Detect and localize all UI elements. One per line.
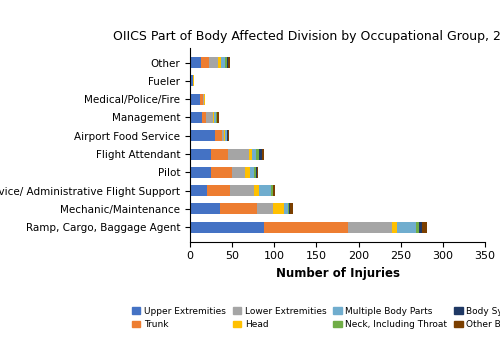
Bar [218, 57, 221, 68]
X-axis label: Number of Injuries: Number of Injuries [276, 267, 400, 280]
Bar [211, 167, 232, 178]
Bar [190, 75, 192, 86]
Bar [190, 185, 207, 196]
Bar [228, 130, 229, 141]
Bar [259, 149, 262, 159]
Bar [250, 167, 254, 178]
Bar [211, 149, 228, 159]
Bar [254, 167, 256, 178]
Bar [422, 222, 427, 233]
Bar [190, 112, 202, 123]
Bar [227, 130, 228, 141]
Bar [190, 57, 201, 68]
Bar [272, 204, 283, 215]
Title: OIICS Part of Body Affected Division by Occupational Group, 2014–2015: OIICS Part of Body Affected Division by … [112, 30, 500, 43]
Bar [213, 112, 214, 123]
Bar [192, 75, 194, 86]
Bar [264, 222, 348, 233]
Bar [228, 149, 249, 159]
Legend: Upper Extremities, Trunk, Lower Extremities, Head, Multiple Body Parts, Neck, In: Upper Extremities, Trunk, Lower Extremit… [130, 304, 500, 332]
Bar [216, 112, 217, 123]
Bar [249, 149, 252, 159]
Bar [190, 94, 200, 105]
Bar [227, 57, 228, 68]
Bar [262, 149, 264, 159]
Bar [226, 57, 227, 68]
Bar [216, 130, 222, 141]
Bar [274, 185, 275, 196]
Bar [190, 222, 264, 233]
Bar [224, 130, 226, 141]
Bar [202, 112, 206, 123]
Bar [221, 57, 226, 68]
Bar [284, 204, 288, 215]
Bar [217, 112, 218, 123]
Bar [202, 94, 204, 105]
Bar [252, 149, 256, 159]
Bar [420, 222, 422, 233]
Bar [220, 204, 258, 215]
Bar [256, 149, 259, 159]
Bar [230, 185, 254, 196]
Bar [190, 167, 211, 178]
Bar [259, 185, 271, 196]
Bar [288, 204, 290, 215]
Bar [201, 57, 209, 68]
Bar [226, 130, 227, 141]
Bar [245, 167, 250, 178]
Bar [190, 149, 211, 159]
Bar [398, 222, 416, 233]
Bar [256, 167, 258, 178]
Bar [348, 222, 393, 233]
Bar [271, 185, 272, 196]
Bar [200, 94, 202, 105]
Bar [190, 130, 216, 141]
Bar [207, 185, 231, 196]
Bar [258, 204, 272, 215]
Bar [416, 222, 420, 233]
Bar [190, 204, 220, 215]
Bar [272, 185, 274, 196]
Bar [232, 167, 245, 178]
Bar [210, 57, 218, 68]
Bar [222, 130, 224, 141]
Bar [254, 185, 259, 196]
Bar [290, 204, 293, 215]
Bar [228, 57, 230, 68]
Bar [392, 222, 398, 233]
Bar [204, 94, 205, 105]
Bar [214, 112, 216, 123]
Bar [206, 112, 213, 123]
